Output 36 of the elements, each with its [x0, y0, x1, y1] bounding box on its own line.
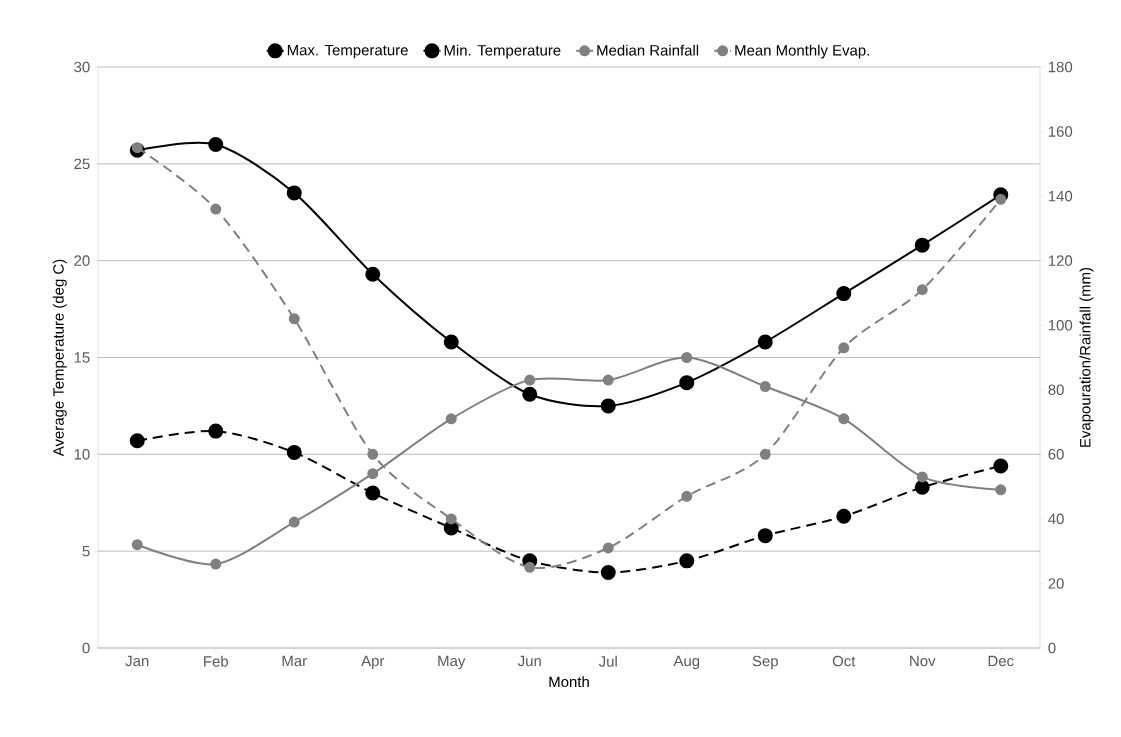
x-axis-title: Month	[549, 676, 589, 688]
x-tick-label: Dec	[988, 655, 1014, 667]
y2-tick-label: 80	[1048, 384, 1064, 396]
x-tick-label: Jul	[598, 655, 617, 667]
x-tick-label: Jan	[125, 655, 149, 667]
y2-axis-title: Evapouration/Rainfall (mm)	[1079, 267, 1094, 447]
x-tick-label: Feb	[204, 655, 228, 667]
y2-tick-label: 160	[1048, 126, 1073, 137]
x-tick-label: Mar	[282, 655, 307, 667]
y-tick-label: 20	[74, 255, 90, 266]
legend-label: Mean Monthly Evap.	[735, 44, 869, 59]
y2-tick-label: 120	[1048, 255, 1073, 266]
y2-tick-label: 140	[1048, 190, 1073, 202]
y2-tick-label: 40	[1048, 513, 1064, 525]
y2-tick-label: 180	[1048, 61, 1073, 73]
y-tick-label: 25	[74, 158, 90, 170]
y2-tick-label: 60	[1048, 449, 1064, 460]
x-tick-label: Aug	[673, 655, 700, 670]
y2-tick-label: 100	[1048, 319, 1073, 331]
legend-label: Min. Temperature	[444, 44, 561, 59]
y2-tick-label: 0	[1048, 642, 1056, 654]
y-axis-title: Average Temperature (deg C)	[52, 259, 67, 457]
y-tick-label: 5	[82, 545, 90, 557]
x-tick-label: May	[438, 655, 466, 670]
x-tick-label: Oct	[832, 655, 856, 667]
y-tick-label: 30	[74, 61, 90, 73]
legend-label: Median Rainfall	[597, 44, 699, 56]
y2-tick-label: 20	[1048, 578, 1064, 589]
x-tick-label: Jun	[517, 655, 541, 667]
y-tick-label: 0	[82, 642, 90, 654]
legend-label: Max. Temperature	[287, 44, 408, 59]
y-tick-label: 15	[74, 352, 90, 363]
y-tick-label: 10	[74, 449, 90, 460]
x-tick-label: Sep	[752, 655, 778, 670]
x-tick-label: Apr	[361, 655, 385, 670]
x-tick-label: Nov	[910, 655, 936, 667]
